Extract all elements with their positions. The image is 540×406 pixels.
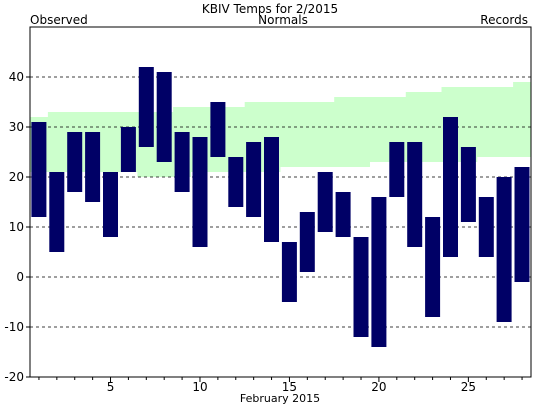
observed-bar	[317, 172, 333, 232]
y-tick-label: 30	[9, 120, 24, 134]
y-tick-label: 10	[9, 220, 24, 234]
observed-bar	[49, 172, 65, 252]
observed-bar	[85, 132, 101, 202]
observed-bar	[103, 172, 118, 237]
y-tick-label: 20	[9, 170, 24, 184]
observed-bar	[425, 217, 441, 317]
x-tick-label: 5	[107, 380, 115, 394]
observed-bar	[299, 212, 315, 272]
x-tick-label: 25	[461, 380, 476, 394]
x-tick-label: 15	[282, 380, 297, 394]
observed-bar	[514, 167, 530, 282]
legend-normals: Normals	[258, 13, 308, 27]
observed-bar	[281, 242, 297, 302]
y-tick-label: 0	[16, 270, 24, 284]
observed-bar	[353, 237, 369, 337]
observed-bar	[496, 177, 512, 322]
x-tick-label: 10	[192, 380, 207, 394]
plot-area: -20 -10 0 10 20 30 40 5 10 15 20 25	[4, 26, 532, 394]
observed-bar	[31, 122, 47, 217]
observed-bar	[67, 132, 83, 192]
observed-bar	[228, 157, 244, 207]
observed-bar	[443, 117, 458, 257]
observed-bar	[192, 137, 208, 247]
y-tick-label: 40	[9, 70, 24, 84]
observed-bar	[210, 102, 226, 157]
y-tick-label: -10	[4, 320, 24, 334]
observed-bar	[371, 197, 387, 347]
observed-bar	[138, 67, 154, 147]
observed-bar	[389, 142, 405, 197]
observed-bar	[264, 137, 279, 242]
legend-observed: Observed	[30, 13, 88, 27]
plot-frame	[29, 26, 532, 378]
observed-bar	[407, 142, 423, 247]
observed-bar	[335, 192, 351, 237]
observed-bar	[120, 127, 136, 172]
normals-band	[30, 82, 531, 177]
observed-bar	[460, 147, 476, 222]
observed-bar	[478, 197, 494, 257]
observed-bar	[174, 132, 190, 192]
y-tick-label: -20	[4, 370, 24, 384]
observed-bar	[156, 72, 172, 162]
x-axis-label: February 2015	[240, 392, 320, 405]
x-tick-label: 20	[371, 380, 386, 394]
legend-records: Records	[480, 13, 528, 27]
chart-title: KBIV Temps for 2/2015	[202, 2, 338, 16]
observed-bar	[246, 142, 262, 217]
